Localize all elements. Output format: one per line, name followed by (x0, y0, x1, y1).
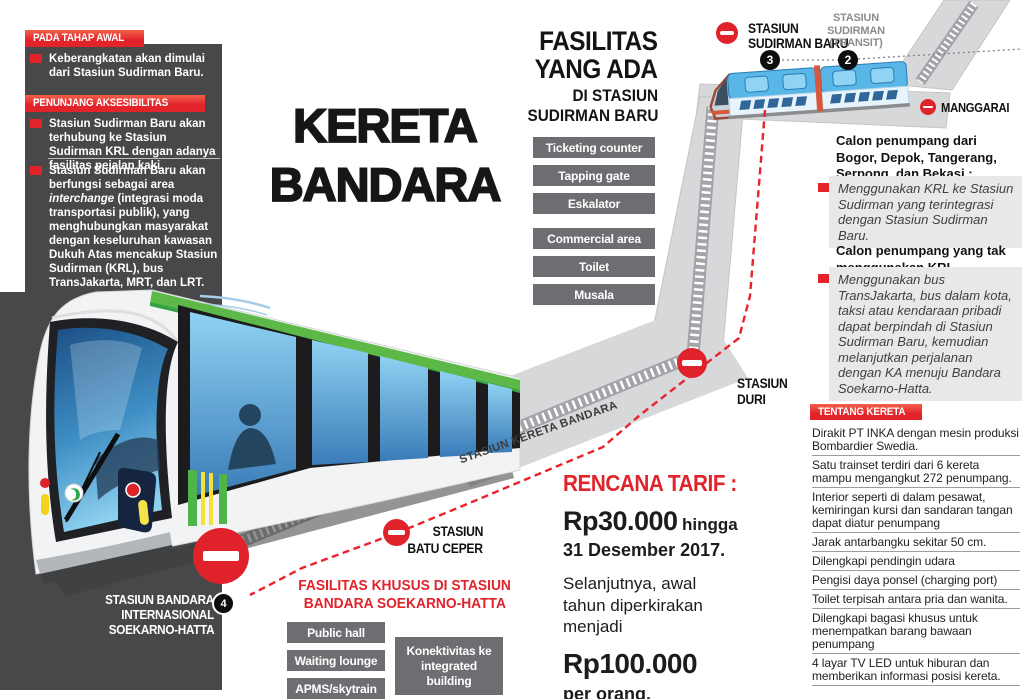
info-note-krl: Menggunakan KRL ke Stasiun Sudirman yang… (829, 176, 1022, 248)
tarif-price1: Rp30.000 (563, 506, 678, 536)
facility-pill-ticketing-counter: Ticketing counter (533, 137, 655, 158)
facility-pill-eskalator: Eskalator (533, 193, 655, 214)
facility-pill-apms-skytrain: APMS/skytrain (287, 678, 385, 699)
list-item: Toilet terpisah antara pria dan wanita. (812, 590, 1020, 609)
list-item: 4 layar TV LED untuk hiburan dan memberi… (812, 654, 1020, 686)
red-bullet-icon (30, 166, 42, 175)
aksesibilitas-text-1: Stasiun Sudirman Baru akan terhubung ke … (49, 118, 216, 172)
tarif-heading: RENCANA TARIF : (563, 470, 737, 496)
section-header-tahap-awal: PADA TAHAP AWAL (25, 30, 144, 47)
facility-pill-commercial-area: Commercial area (533, 228, 655, 249)
route-lines (249, 48, 1023, 597)
red-bullet-icon (818, 274, 830, 283)
station-label-sudirman-baru: STASIUN SUDIRMAN BARU (748, 21, 849, 51)
list-item: Dilengkapi pendingin udara (812, 552, 1020, 571)
aksesibilitas-item-2: Stasiun Sudirman Baru akan berfungsi seb… (30, 164, 222, 290)
station-label-manggarai: MANGGARAI (941, 101, 1010, 115)
divider (48, 158, 220, 159)
facility-pill-tapping-gate: Tapping gate (533, 165, 655, 186)
tarif-paragraph: Selanjutnya, awal tahun diperkirakan men… (563, 574, 703, 636)
list-item: Satu trainset terdiri dari 6 kereta mamp… (812, 456, 1020, 488)
tarif-price1-suffix: hingga (682, 515, 738, 534)
big-train-illustration (28, 289, 521, 596)
tarif-price2-suffix: per orang. (563, 683, 652, 699)
stop-icon-sudirman-baru (716, 22, 738, 44)
section-header-label: PADA TAHAP AWAL (33, 32, 125, 44)
stop-icon-bandara (193, 528, 249, 584)
list-item: Jarak antarbangku sekitar 50 cm. (812, 533, 1020, 552)
heading-line: FASILITAS (539, 26, 659, 56)
page-title-line1: KERETA (292, 98, 479, 153)
page-title: KERETA BANDARA (240, 96, 530, 214)
left-dark-panel-extension (0, 292, 25, 690)
heading-line: SUDIRMAN BARU (527, 106, 658, 125)
facility-pill-musala: Musala (533, 284, 655, 305)
fasilitas-sudirman-heading: FASILITAS YANG ADA DI STASIUN SUDIRMAN B… (505, 26, 659, 126)
stop-icon-batu-ceper (383, 519, 410, 546)
aksesibilitas-item-1: Stasiun Sudirman Baru akan terhubung ke … (30, 117, 222, 173)
tarif-until: 31 Desember 2017. (563, 540, 726, 560)
aksesibilitas-text-2: Stasiun Sudirman Baru akan berfungsi seb… (49, 165, 218, 289)
list-item: Dirakit PT INKA dengan mesin produksi Bo… (812, 424, 1020, 456)
red-bullet-icon (818, 183, 830, 192)
list-item: Dilengkapi bagasi khusus untuk menempatk… (812, 609, 1020, 654)
section-header-tentang-kereta: TENTANG KERETA (810, 404, 922, 420)
stop-icon-duri (677, 348, 707, 378)
facility-pill-konektivitas: Konektivitas ke integrated building (395, 637, 503, 695)
facility-pill-toilet: Toilet (533, 256, 655, 277)
section-header-aksesibilitas: PENUNJANG AKSESIBILITAS (25, 95, 205, 112)
page-title-line2: BANDARA (269, 157, 502, 212)
station-badge-4: 4 (212, 592, 235, 615)
list-item: Interior seperti di dalam pesawat, kemir… (812, 488, 1020, 533)
heading-line: DI STASIUN (572, 86, 658, 105)
station-badge-2: 2 (838, 50, 858, 70)
facility-pill-public-hall: Public hall (287, 622, 385, 643)
station-label-duri: STASIUN DURI (737, 376, 788, 407)
track-label: STASIUN KERETA BANDARA (458, 399, 620, 467)
list-item: Pengisi daya ponsel (charging port) (812, 571, 1020, 590)
station-badge-3: 3 (760, 50, 780, 70)
station-label-batu-ceper: STASIUN BATU CEPER (407, 524, 484, 556)
tarif-price1-line: Rp30.000 hingga (563, 506, 768, 537)
section-header-label: PENUNJANG AKSESIBILITAS (33, 97, 169, 109)
red-bullet-icon (30, 54, 42, 63)
red-bullet-icon (30, 119, 42, 128)
station-label-bandara: STASIUN BANDARA INTERNASIONAL SOEKARNO-H… (105, 592, 214, 637)
tarif-price2: Rp100.000 (563, 647, 698, 679)
small-train-illustration (709, 61, 911, 120)
tahap-awal-text: Keberangkatan akan dimulai dari Stasiun … (49, 53, 205, 79)
tarif-block: RENCANA TARIF : Rp30.000 hingga 31 Desem… (563, 470, 768, 699)
station-label-sudirman-transit: STASIUN SUDIRMAN (TRANSIT) (827, 12, 885, 49)
tahap-awal-item: Keberangkatan akan dimulai dari Stasiun … (30, 52, 220, 80)
info-note-non-krl: Menggunakan bus TransJakarta, bus dalam … (829, 267, 1022, 401)
tentang-kereta-list: Dirakit PT INKA dengan mesin produksi Bo… (812, 424, 1020, 686)
facility-pill-waiting-lounge: Waiting lounge (287, 650, 385, 671)
fasilitas-bandara-heading: FASILITAS KHUSUS DI STASIUN BANDARA SOEK… (298, 577, 512, 612)
heading-line: YANG ADA (535, 54, 658, 84)
stop-icon-manggarai (920, 99, 936, 115)
